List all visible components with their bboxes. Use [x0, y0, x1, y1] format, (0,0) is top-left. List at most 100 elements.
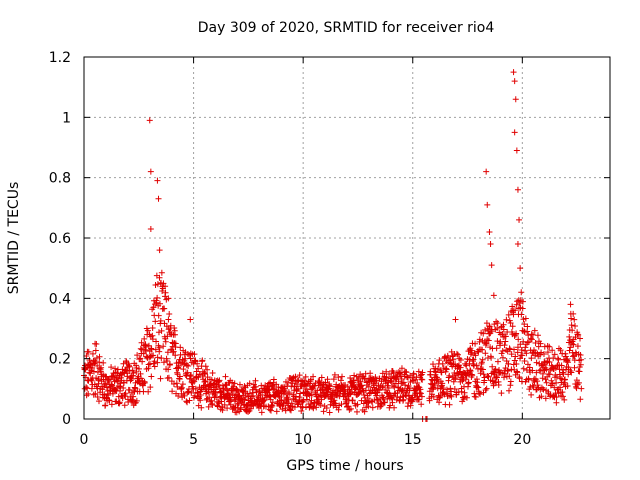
data-point — [443, 365, 450, 372]
data-point — [102, 402, 109, 409]
data-point — [484, 372, 491, 379]
data-point — [265, 387, 272, 394]
data-point — [115, 375, 122, 382]
data-point — [323, 404, 330, 411]
data-point — [128, 376, 135, 383]
data-point — [501, 342, 508, 349]
data-point — [318, 396, 325, 403]
data-point — [512, 96, 519, 103]
data-point — [282, 407, 289, 414]
data-point — [403, 373, 410, 380]
data-point — [155, 329, 162, 336]
data-point — [115, 393, 122, 400]
data-point — [473, 362, 480, 369]
data-point — [157, 300, 164, 307]
data-point — [527, 335, 534, 342]
data-point — [538, 393, 545, 400]
data-point — [523, 350, 530, 357]
data-point — [145, 388, 152, 395]
data-point — [136, 356, 143, 363]
data-point — [578, 385, 585, 392]
data-point — [568, 369, 575, 376]
data-point — [89, 350, 96, 357]
data-point — [447, 385, 454, 392]
data-point — [571, 316, 578, 323]
data-point — [493, 345, 500, 352]
data-point — [189, 379, 196, 386]
data-point — [122, 366, 129, 373]
data-point — [482, 350, 489, 357]
data-point — [483, 168, 490, 175]
data-point — [339, 373, 346, 380]
data-point — [528, 336, 535, 343]
data-point — [246, 380, 253, 387]
data-point — [417, 390, 424, 397]
data-point — [513, 361, 520, 368]
data-point — [509, 323, 516, 330]
data-point — [426, 397, 433, 404]
data-point — [153, 338, 160, 345]
data-point — [392, 373, 399, 380]
data-point — [465, 380, 472, 387]
data-point — [528, 331, 535, 338]
data-point — [227, 396, 234, 403]
data-point — [165, 295, 172, 302]
data-point — [436, 357, 443, 364]
data-point — [513, 301, 520, 308]
data-point — [327, 401, 334, 408]
data-point — [350, 377, 357, 384]
data-point — [152, 346, 159, 353]
data-point — [436, 399, 443, 406]
data-point — [280, 399, 287, 406]
data-point — [379, 370, 386, 377]
data-point — [174, 383, 181, 390]
data-point — [88, 376, 95, 383]
data-point — [156, 247, 163, 254]
data-point — [535, 343, 542, 350]
data-point — [507, 382, 514, 389]
data-point — [448, 388, 455, 395]
data-point — [513, 330, 520, 337]
data-point — [554, 355, 561, 362]
data-point — [431, 381, 438, 388]
data-point — [143, 347, 150, 354]
data-point — [521, 321, 528, 328]
data-point — [141, 379, 148, 386]
data-point — [398, 375, 405, 382]
data-point — [151, 358, 158, 365]
data-point — [105, 392, 112, 399]
data-point — [511, 357, 518, 364]
data-point — [501, 374, 508, 381]
data-point — [494, 325, 501, 332]
data-point — [549, 380, 556, 387]
x-tick-labels: 0 5 10 15 20 — [80, 432, 532, 448]
data-point — [238, 404, 245, 411]
data-point — [475, 384, 482, 391]
data-point — [201, 378, 208, 385]
data-point — [162, 283, 169, 290]
data-point — [114, 378, 121, 385]
data-point — [116, 400, 123, 407]
data-point — [174, 369, 181, 376]
data-point — [183, 362, 190, 369]
data-point — [273, 408, 280, 415]
data-point — [549, 347, 556, 354]
data-point — [139, 358, 146, 365]
data-point — [517, 265, 524, 272]
data-point — [120, 384, 127, 391]
data-point — [229, 379, 236, 386]
data-point — [191, 378, 198, 385]
data-point — [398, 388, 405, 395]
data-point — [470, 356, 477, 363]
data-point — [221, 401, 228, 408]
y-axis-label: SRMTID / TECUs — [6, 182, 22, 295]
y-tick-label: 1.2 — [49, 50, 71, 66]
data-point — [147, 360, 154, 367]
data-point — [118, 374, 125, 381]
data-point — [304, 396, 311, 403]
data-point — [182, 355, 189, 362]
data-point — [345, 397, 352, 404]
data-point — [358, 382, 365, 389]
data-point — [482, 387, 489, 394]
data-point — [516, 216, 523, 223]
